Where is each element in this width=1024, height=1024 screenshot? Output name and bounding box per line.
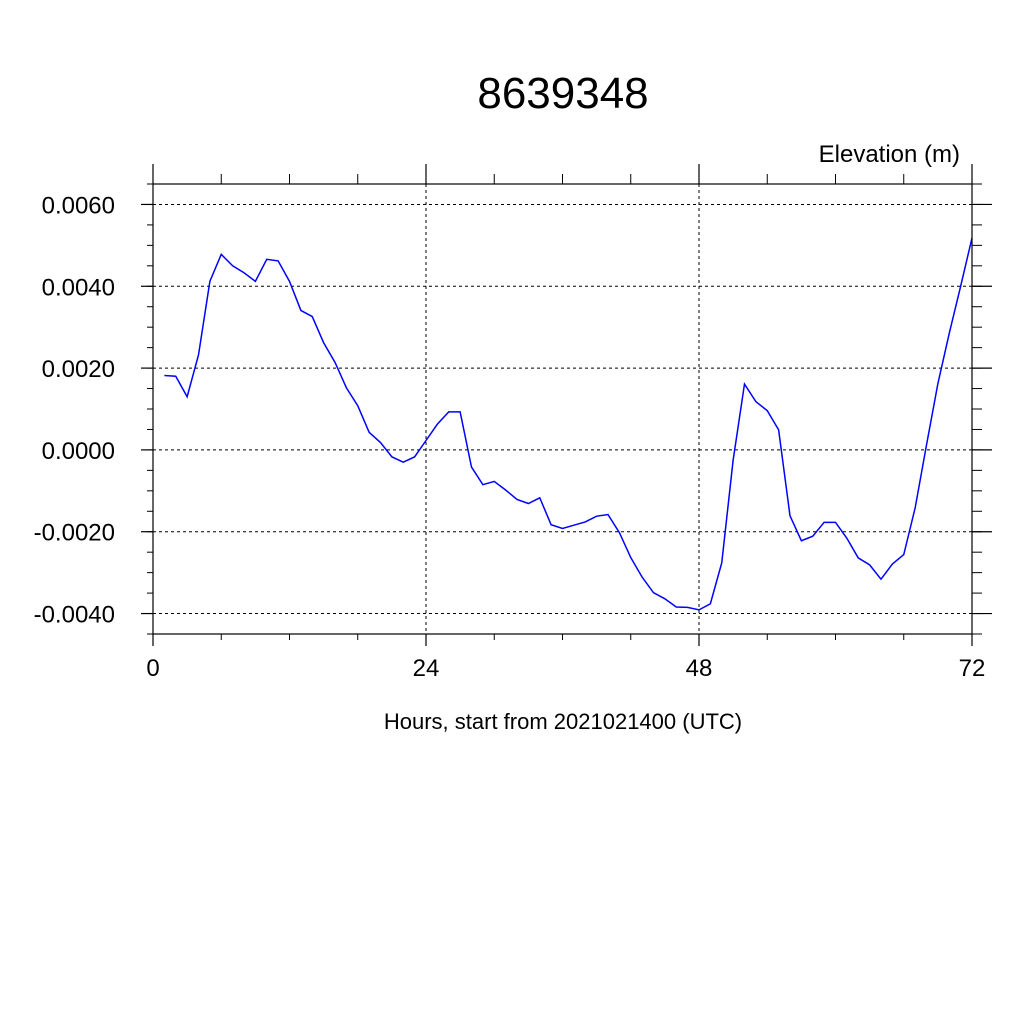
y-tick-label: -0.0020 [34, 520, 115, 547]
x-axis-label: Hours, start from 2021021400 (UTC) [384, 709, 742, 734]
y-tick-label: -0.0040 [34, 602, 115, 629]
x-tick-label: 72 [959, 655, 986, 682]
x-tick-label: 24 [413, 655, 440, 682]
y-tick-label: 0.0000 [42, 438, 115, 465]
chart-title: 8639348 [477, 69, 648, 118]
y-tick-label: 0.0020 [42, 356, 115, 383]
series-line [164, 237, 973, 611]
plot-frame [152, 183, 973, 635]
y-axis-label: Elevation (m) [819, 141, 960, 168]
x-tick-label: 48 [686, 655, 713, 682]
y-tick-label: 0.0040 [42, 274, 115, 301]
y-tick-label: 0.0060 [42, 192, 115, 219]
axis-ticks [141, 164, 992, 646]
grid-lines [152, 184, 973, 634]
x-tick-label: 0 [146, 655, 159, 682]
tick-labels: -0.0040 -0.0020 0.0000 0.0020 0.0040 0.0060 0 2… [34, 192, 986, 682]
